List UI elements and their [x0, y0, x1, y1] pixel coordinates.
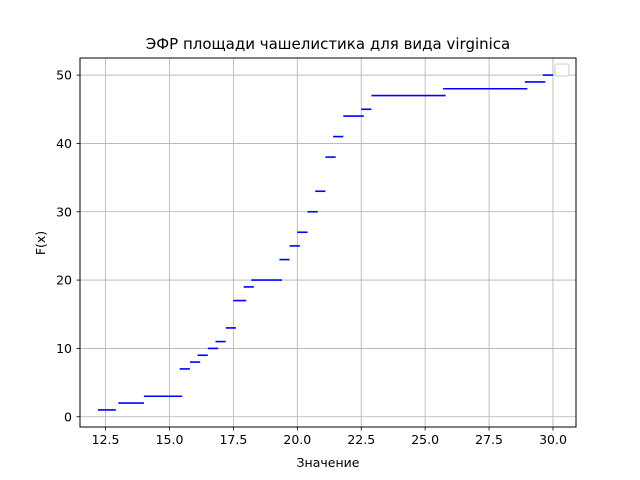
x-tick-label: 12.5: [92, 432, 120, 447]
x-tick-label: 25.0: [411, 432, 439, 447]
x-tick-label: 27.5: [475, 432, 503, 447]
x-tick-label: 20.0: [283, 432, 311, 447]
x-axis-ticks: 12.5 15.0 17.5 20.0 22.5 25.0 27.5 30.0: [92, 427, 567, 447]
legend-box: [554, 63, 570, 77]
ecdf-series: [97, 74, 553, 411]
x-tick-label: 22.5: [347, 432, 375, 447]
chart-title: ЭФР площади чашелистика для вида virgini…: [146, 35, 511, 53]
y-tick-label: 10: [56, 341, 72, 356]
y-tick-label: 30: [56, 204, 72, 219]
x-axis-label: Значение: [297, 455, 360, 470]
x-tick-label: 30.0: [539, 432, 567, 447]
plot-frame: [79, 57, 577, 428]
x-tick-label: 15.0: [156, 432, 184, 447]
y-tick-label: 0: [64, 409, 72, 424]
x-tick-label: 17.5: [219, 432, 247, 447]
y-axis-ticks: 0 10 20 30 40 50: [56, 68, 80, 424]
y-axis-label: F(x): [33, 231, 48, 255]
y-tick-label: 20: [56, 273, 72, 288]
y-tick-label: 40: [56, 136, 72, 151]
y-tick-label: 50: [56, 68, 72, 83]
grid-lines: [80, 58, 576, 427]
